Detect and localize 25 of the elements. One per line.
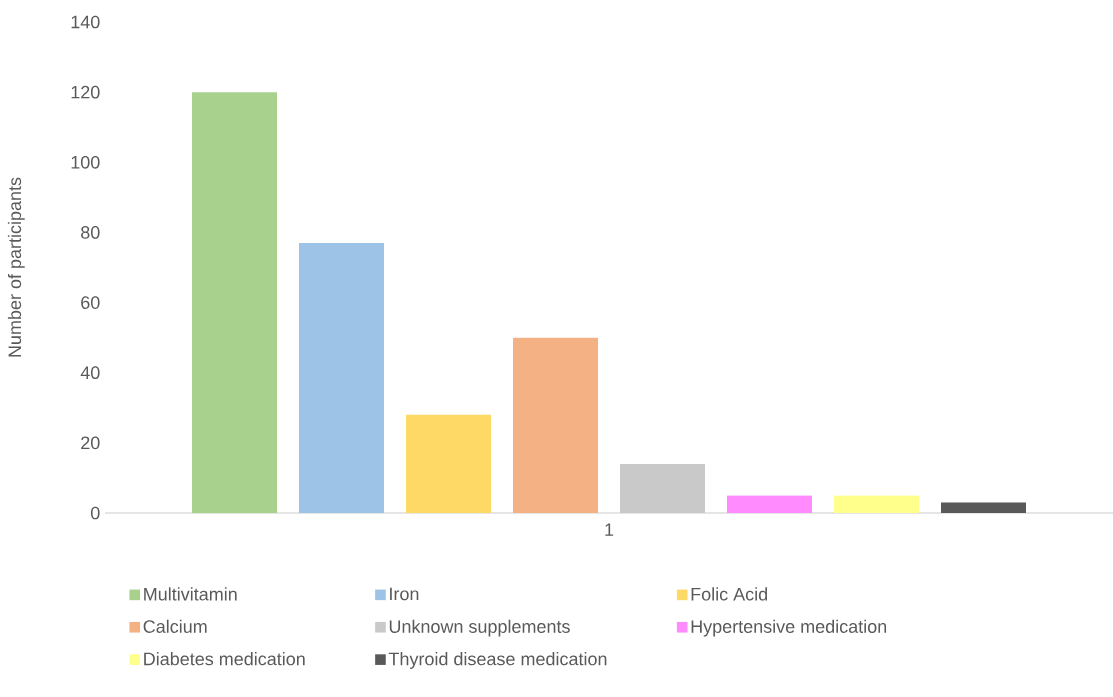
- legend-label: Iron: [390, 587, 419, 601]
- y-tick-label: 140: [71, 15, 100, 29]
- legend-label: Thyroid disease medication: [388, 652, 607, 669]
- y-axis-title: Number of participants: [7, 177, 25, 357]
- legend-label: Folic Acid: [691, 587, 767, 601]
- y-tick-label: 120: [71, 85, 100, 99]
- y-tick-label: 100: [71, 155, 100, 169]
- y-tick-label: 40: [80, 366, 100, 380]
- legend-label: Unknown supplements: [389, 619, 570, 637]
- legend-label: Calcium: [143, 619, 207, 633]
- y-tick-label: 80: [81, 226, 100, 239]
- bar: [299, 242, 384, 513]
- bar: [727, 495, 812, 513]
- bar: [834, 495, 920, 513]
- bar: [192, 92, 277, 513]
- bar: [941, 502, 1026, 513]
- x-tick-label: 1: [605, 523, 614, 536]
- y-tick-label: 60: [81, 296, 100, 309]
- y-tick-label: 0: [90, 506, 100, 520]
- legend-label: Diabetes medication: [144, 652, 305, 666]
- legend-label: Hypertensive medication: [691, 619, 887, 637]
- bar: [406, 414, 491, 513]
- y-tick-label: 20: [81, 436, 100, 450]
- bar: [513, 337, 598, 513]
- legend-label: Multivitamin: [144, 587, 237, 601]
